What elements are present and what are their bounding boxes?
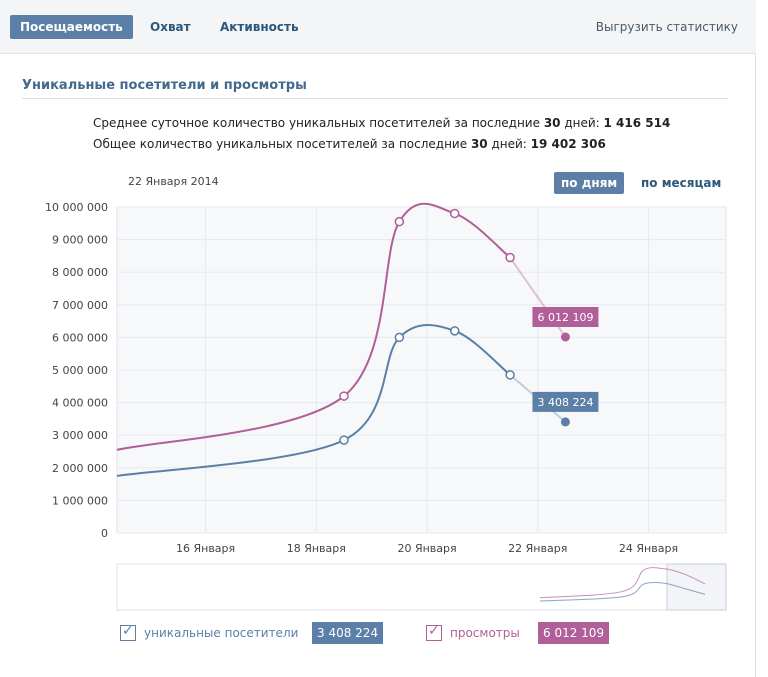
x-tick-label: 20 Января	[397, 542, 456, 555]
y-tick-label: 0	[101, 527, 108, 540]
data-label: 3 408 224	[537, 396, 593, 409]
summary-total-mid: дней:	[487, 137, 531, 151]
tab-bar: Посещаемость Охват Активность Выгрузить …	[0, 0, 756, 54]
legend-visitors-label: уникальные посетители	[144, 626, 299, 640]
x-tick-label: 24 Января	[619, 542, 678, 555]
section-title: Уникальные посетители и просмотры	[22, 78, 728, 99]
export-stats-link[interactable]: Выгрузить статистику	[595, 20, 738, 34]
x-tick-label: 22 Января	[508, 542, 567, 555]
data-point-last	[560, 417, 570, 427]
navigator-series-line	[539, 567, 706, 599]
legend-views-value: 6 012 109	[538, 622, 610, 644]
y-tick-label: 3 000 000	[52, 429, 108, 442]
y-tick-label: 5 000 000	[52, 364, 108, 377]
x-tick-label: 16 Января	[176, 542, 235, 555]
legend-views-label: просмотры	[450, 626, 520, 640]
y-tick-label: 9 000 000	[52, 234, 108, 247]
data-point	[449, 208, 460, 219]
data-label-box	[532, 307, 599, 328]
x-tick-label: 18 Января	[287, 542, 346, 555]
views-checkbox[interactable]	[426, 623, 442, 641]
chart-date: 22 Января 2014	[128, 175, 219, 188]
tab-reach[interactable]: Охват	[150, 20, 191, 34]
y-tick-label: 8 000 000	[52, 266, 108, 279]
data-point	[339, 391, 349, 401]
legend-visitors-value: 3 408 224	[312, 622, 384, 644]
data-label: 6 012 109	[537, 311, 593, 324]
tab-attendance[interactable]: Посещаемость	[10, 15, 133, 39]
data-point	[394, 216, 405, 227]
series-line	[116, 324, 511, 477]
data-point	[505, 252, 515, 263]
data-label-box	[532, 391, 599, 412]
y-tick-label: 2 000 000	[52, 462, 108, 475]
legend-views-toggle[interactable]: просмотры	[426, 622, 520, 644]
summary-total-days: 30	[470, 137, 488, 151]
data-point	[339, 435, 349, 445]
data-point-last	[560, 332, 570, 342]
data-point	[505, 370, 515, 380]
period-by-day-button[interactable]: по дням	[554, 172, 625, 194]
summary-total: Общее количество уникальных посетителей …	[93, 137, 606, 151]
summary-total-prefix: Общее количество уникальных посетителей …	[93, 137, 471, 151]
data-point	[449, 326, 460, 336]
navigator-series-line	[539, 581, 706, 602]
tab-activity[interactable]: Активность	[220, 20, 299, 34]
y-tick-label: 7 000 000	[52, 299, 108, 312]
y-tick-label: 4 000 000	[52, 397, 108, 410]
data-point	[394, 332, 405, 343]
summary-average-prefix: Среднее суточное количество уникальных п…	[93, 116, 544, 130]
summary-average-days: 30	[543, 116, 561, 130]
visitors-checkbox[interactable]	[120, 623, 136, 641]
y-tick-label: 10 000 000	[45, 201, 108, 214]
y-tick-label: 6 000 000	[52, 331, 108, 344]
line-chart: 10 000 000 9 000 000 8 000 000 7 000 000 6 0…	[45, 201, 727, 611]
summary-average-value: 1 416 514	[603, 116, 671, 130]
summary-total-value: 19 402 306	[530, 137, 606, 151]
summary-average: Среднее суточное количество уникальных п…	[93, 116, 670, 130]
legend-visitors-toggle[interactable]: уникальные посетители	[120, 622, 298, 644]
navigator	[116, 563, 727, 611]
summary-average-mid: дней:	[560, 116, 604, 130]
period-by-month-button[interactable]: по месяцам	[641, 176, 722, 190]
y-tick-label: 1 000 000	[52, 494, 108, 507]
